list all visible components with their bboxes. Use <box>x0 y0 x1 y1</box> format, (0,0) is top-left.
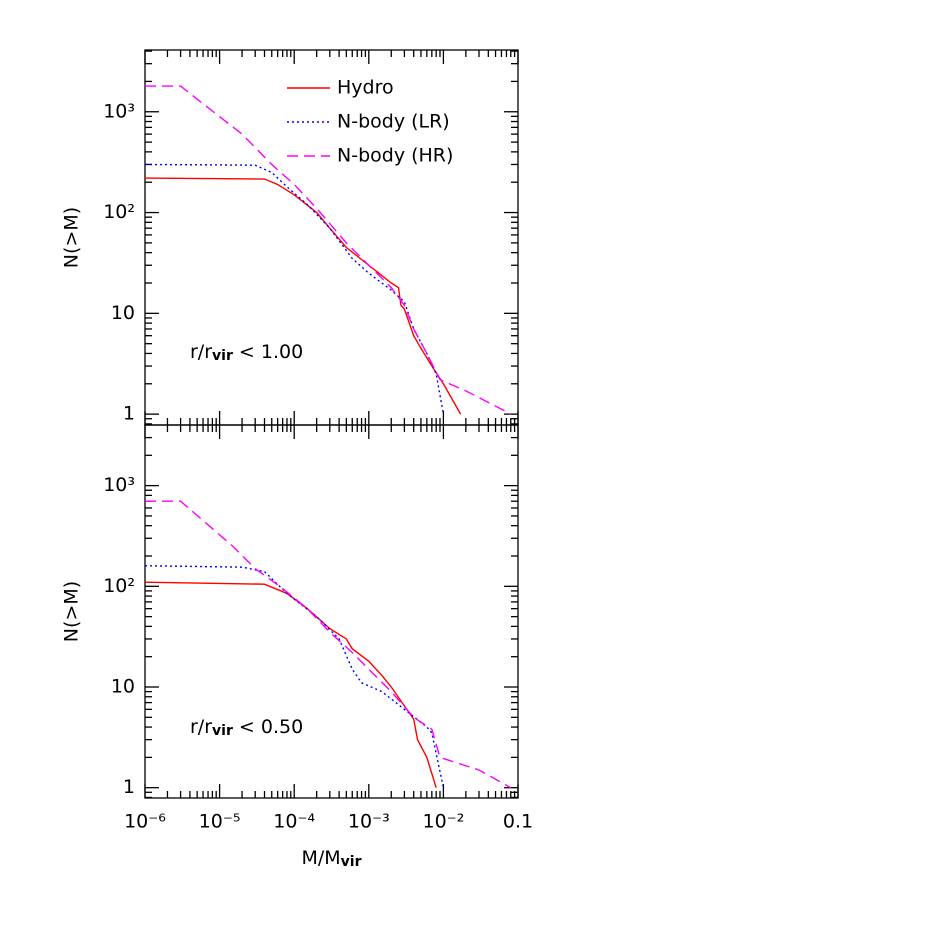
label-main: M/M <box>301 847 340 869</box>
y-tick-label: 10³ <box>103 474 135 496</box>
label: M/Mvir <box>301 847 361 871</box>
legend-label: Hydro <box>337 77 394 99</box>
x-tick-label: 10⁻⁴ <box>273 811 315 833</box>
x-tick-label: 10⁻⁵ <box>199 811 241 833</box>
x-tick-label: 10⁻² <box>422 811 464 833</box>
label: r/rvir < 1.00 <box>190 341 303 365</box>
y-tick-label: 1 <box>123 403 135 425</box>
series-line <box>145 177 462 415</box>
y-axis-label: N(>M) <box>61 207 83 268</box>
label-rest: < 0.50 <box>233 716 303 738</box>
y-axis-label: N(>M) <box>61 581 83 642</box>
y-tick-label: 10 <box>111 676 135 698</box>
series-line <box>145 565 445 788</box>
label-sub: vir <box>341 854 362 870</box>
y-tick-label: 10³ <box>103 100 135 122</box>
series-line <box>145 85 512 415</box>
y-tick-label: 10 <box>111 302 135 324</box>
y-tick-label: 10² <box>103 575 135 597</box>
label-sub: vir <box>212 348 233 364</box>
label-main: r/r <box>190 341 212 363</box>
x-tick-label: 10⁻³ <box>348 811 390 833</box>
label-main: r/r <box>190 716 212 738</box>
series-line <box>145 581 437 788</box>
y-tick-label: 10² <box>103 201 135 223</box>
plot-frame <box>144 424 519 799</box>
x-tick-label: 0.1 <box>503 811 533 833</box>
legend-label: N-body (LR) <box>337 111 450 133</box>
plot-frame <box>144 49 519 426</box>
label-sub: vir <box>212 723 233 739</box>
label: r/rvir < 0.50 <box>190 716 303 740</box>
label-rest: < 1.00 <box>233 341 303 363</box>
y-tick-label: 1 <box>123 776 135 798</box>
legend-label: N-body (HR) <box>337 145 453 167</box>
x-tick-label: 10⁻⁶ <box>124 811 166 833</box>
series-line <box>145 500 512 789</box>
